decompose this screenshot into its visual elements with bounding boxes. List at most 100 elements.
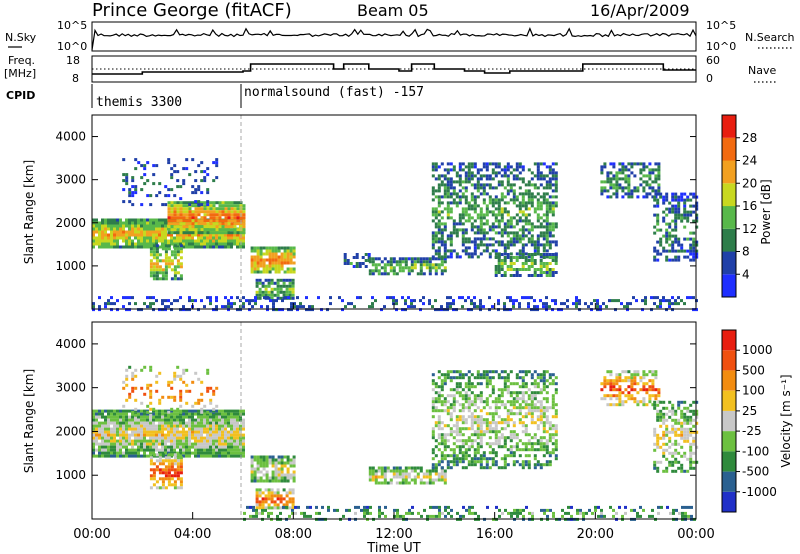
data-cell-0-0 [119,245,122,249]
data-cell-0-12 [479,299,482,303]
data-cell-0-1 [224,228,228,232]
data-cell-0-12 [629,302,632,306]
data-cell-0-1 [194,210,198,214]
data-cell-1-1 [173,462,177,466]
data-cell-1-3 [286,473,290,477]
data-cell-1-6 [539,373,543,377]
data-cell-1-4 [288,500,292,504]
data-cell-0-8 [527,240,531,244]
data-cell-1-0 [236,451,239,455]
data-cell-1-0 [179,430,182,434]
data-cell-1-0 [221,448,224,452]
data-cell-1-6 [461,397,465,401]
data-cell-0-8 [533,249,537,253]
data-cell-0-1 [230,231,234,235]
data-cell-1-0 [221,418,224,422]
data-cell-0-10 [624,192,628,196]
data-cell-0-0 [170,233,173,237]
data-cell-1-6 [449,379,453,383]
data-cell-0-1 [236,201,240,205]
data-cell-1-7 [639,376,643,380]
data-cell-1-4 [270,488,274,492]
data-cell-0-8 [545,228,549,232]
data-cell-0-8 [431,210,435,214]
data-cell-0-8 [473,237,477,241]
data-cell-0-0 [221,245,224,249]
data-cell-0-4 [268,267,272,271]
data-cell-0-0 [212,239,215,243]
data-cell-0-1 [236,213,240,217]
data-cell-0-2 [173,247,177,251]
data-cell-1-1 [173,474,177,478]
data-cell-0-8 [431,162,435,166]
data-cell-1-0 [197,436,200,440]
data-cell-0-8 [437,165,441,169]
data-cell-0-11 [686,255,690,259]
data-cell-0-3 [143,167,147,171]
data-cell-1-6 [509,391,513,395]
data-cell-0-2 [158,259,162,263]
data-cell-0-0 [137,245,140,249]
data-cell-1-6 [470,382,474,386]
data-cell-0-0 [149,239,152,243]
data-cell-0-8 [548,204,552,208]
data-cell-1-6 [509,436,513,440]
data-cell-1-6 [491,448,495,452]
data-cell-0-8 [431,234,435,238]
data-cell-1-0 [242,433,245,437]
data-cell-0-8 [530,201,534,205]
data-cell-0-2 [158,265,162,269]
data-cell-1-1 [176,459,180,463]
data-cell-1-0 [113,436,116,440]
data-cell-0-8 [503,165,507,169]
data-cell-0-1 [188,216,192,220]
data-cell-1-0 [221,433,224,437]
data-cell-0-8 [464,213,468,217]
data-cell-0-0 [125,224,128,228]
data-cell-1-6 [509,445,513,449]
data-cell-0-1 [188,228,192,232]
data-cell-1-0 [98,409,101,413]
data-cell-0-9 [509,268,513,271]
data-cell-1-0 [236,445,239,449]
data-cell-0-1 [239,216,243,220]
data-cell-0-8 [497,243,501,247]
data-cell-0-8 [443,243,447,247]
data-cell-1-6 [452,397,456,401]
data-cell-0-1 [203,204,207,208]
data-cell-0-12 [662,299,665,303]
data-cell-0-0 [230,233,233,237]
data-cell-0-8 [548,231,552,235]
data-cell-1-0 [188,448,191,452]
data-cell-0-8 [542,243,546,247]
data-cell-0-1 [209,219,213,223]
data-cell-1-6 [500,433,504,437]
data-cell-1-6 [548,376,552,380]
data-cell-1-6 [530,412,534,416]
data-cell-1-6 [446,433,450,437]
data-cell-0-4 [256,246,260,250]
data-cell-0-4 [286,249,290,253]
data-cell-0-4 [256,255,260,259]
data-cell-1-0 [95,415,98,419]
data-cell-0-8 [479,174,483,178]
data-cell-1-6 [515,412,519,416]
data-cell-0-10 [657,177,661,181]
data-cell-1-0 [113,433,116,437]
data-cell-0-5 [282,284,286,288]
data-cell-0-0 [173,236,176,240]
data-cell-1-0 [176,418,179,422]
data-cell-1-0 [200,418,203,422]
data-cell-1-6 [512,400,516,404]
data-cell-0-10 [606,174,610,178]
data-cell-0-12 [413,305,416,309]
data-cell-0-8 [545,183,549,187]
data-cell-0-8 [461,195,465,199]
data-cell-0-10 [618,162,622,166]
data-cell-0-9 [503,256,507,259]
data-cell-1-6 [476,370,480,374]
data-cell-0-8 [491,168,495,172]
data-cell-0-0 [146,218,149,222]
data-cell-0-10 [603,165,607,169]
data-cell-0-8 [509,186,513,190]
